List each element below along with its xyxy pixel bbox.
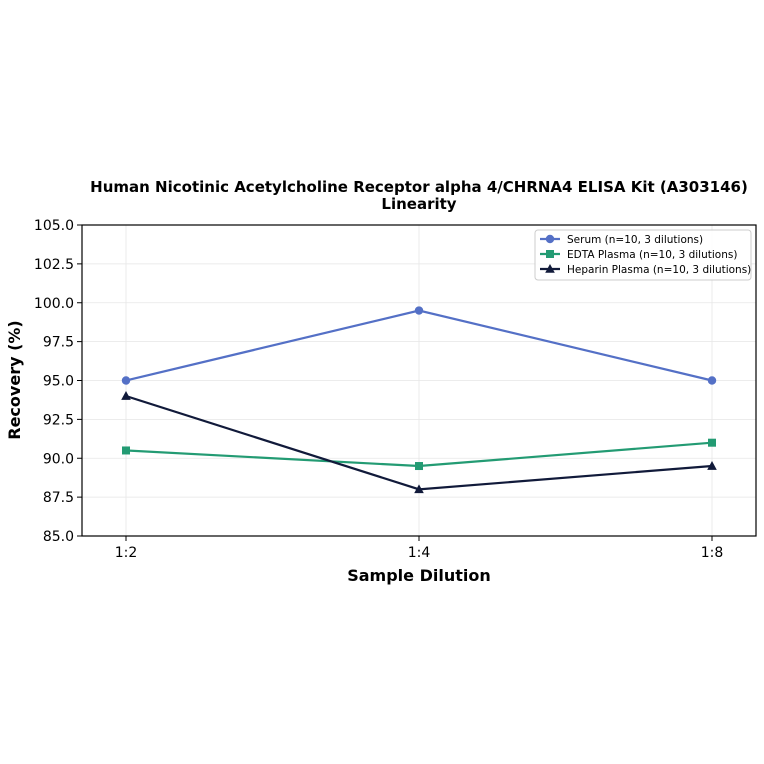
series-1 bbox=[121, 306, 717, 385]
y-axis-label: Recovery (%) bbox=[5, 320, 24, 439]
legend-label: Heparin Plasma (n=10, 3 dilutions) bbox=[567, 264, 751, 276]
data-point bbox=[708, 438, 716, 447]
y-tick-label: 100.0 bbox=[34, 296, 74, 312]
y-tick-label: 95.0 bbox=[43, 374, 74, 390]
legend-marker bbox=[545, 234, 555, 244]
legend-marker bbox=[545, 264, 555, 273]
chart-subtitle: Linearity bbox=[381, 195, 456, 213]
y-tick-label: 105.0 bbox=[34, 218, 74, 234]
y-tick-label: 90.0 bbox=[43, 451, 74, 467]
data-point bbox=[414, 484, 424, 494]
data-point bbox=[415, 462, 423, 471]
data-point bbox=[121, 391, 131, 400]
chart-title: Human Nicotinic Acetylcholine Receptor a… bbox=[90, 178, 748, 196]
x-axis-label: Sample Dilution bbox=[347, 566, 491, 585]
x-tick-label: 1:4 bbox=[408, 545, 431, 561]
legend-item: Serum (n=10, 3 dilutions) bbox=[540, 234, 703, 246]
data-point bbox=[707, 376, 717, 385]
y-tick-label: 85.0 bbox=[43, 529, 74, 545]
y-tick-label: 87.5 bbox=[43, 490, 74, 506]
series-2 bbox=[122, 438, 716, 471]
legend-label: EDTA Plasma (n=10, 3 dilutions) bbox=[567, 249, 737, 261]
legend-item: Heparin Plasma (n=10, 3 dilutions) bbox=[540, 264, 751, 276]
y-tick-label: 102.5 bbox=[34, 257, 74, 273]
data-point bbox=[121, 376, 131, 385]
series-layer bbox=[121, 306, 717, 494]
legend-item: EDTA Plasma (n=10, 3 dilutions) bbox=[540, 249, 737, 261]
legend-label: Serum (n=10, 3 dilutions) bbox=[567, 234, 703, 246]
legend-marker bbox=[546, 250, 554, 258]
legend-box bbox=[534, 229, 752, 281]
x-tick-label: 1:2 bbox=[115, 545, 138, 561]
series-3 bbox=[121, 391, 717, 494]
y-tick-label: 92.5 bbox=[43, 412, 74, 428]
legend: Serum (n=10, 3 dilutions) EDTA Plasma (n=… bbox=[534, 229, 752, 281]
y-tick-label: 97.5 bbox=[43, 335, 74, 351]
axis-ticks: 85.0 87.5 90.0 92.5 95.0 97.5 100.0 102.5 105.0 1… bbox=[34, 218, 723, 561]
data-point bbox=[122, 446, 130, 455]
data-point bbox=[707, 461, 717, 470]
data-point bbox=[414, 306, 424, 315]
x-tick-label: 1:8 bbox=[701, 545, 724, 561]
